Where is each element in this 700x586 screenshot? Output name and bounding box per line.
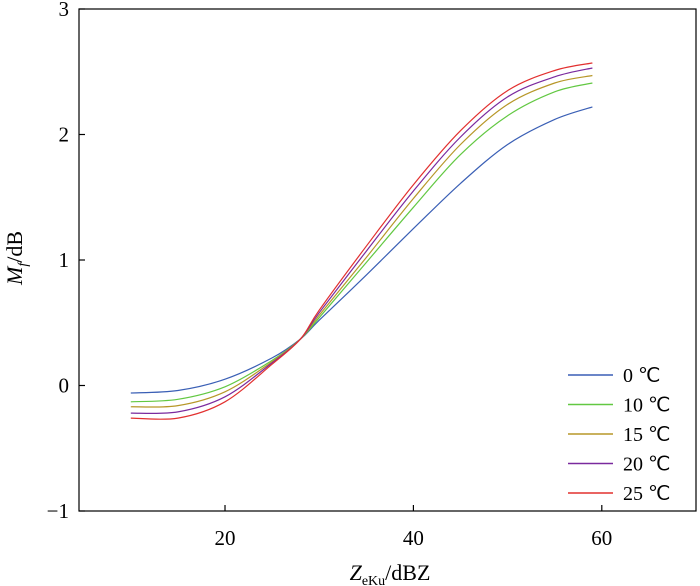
series-line-2 bbox=[130, 74, 593, 408]
legend-label: 20 ℃ bbox=[623, 454, 670, 476]
y-tick-label: 3 bbox=[59, 0, 70, 21]
x-axis-title: ZeKu/dBZ bbox=[350, 560, 431, 586]
legend: 0 ℃ 10 ℃ 15 ℃ 20 ℃ 25 ℃ bbox=[568, 365, 670, 505]
series-lines bbox=[130, 62, 593, 420]
y-axis-title: Mf/dB bbox=[2, 231, 31, 286]
y-tick-label: 1 bbox=[59, 248, 70, 272]
series-line-1 bbox=[130, 82, 593, 403]
series-line-4 bbox=[130, 62, 593, 420]
legend-label: 0 ℃ bbox=[623, 365, 660, 387]
series-line-3 bbox=[130, 67, 593, 415]
y-tick-label: 0 bbox=[59, 374, 70, 398]
legend-label: 15 ℃ bbox=[623, 424, 670, 446]
legend-label: 10 ℃ bbox=[623, 395, 670, 417]
y-tick-label: 2 bbox=[59, 123, 70, 147]
plot-frame bbox=[78, 8, 697, 512]
x-tick-label: 40 bbox=[403, 526, 424, 550]
y-tick-label: −1 bbox=[47, 499, 69, 523]
x-tick-label: 60 bbox=[591, 526, 612, 550]
series-line-0 bbox=[130, 106, 593, 394]
x-tick-label: 20 bbox=[215, 526, 236, 550]
legend-label: 25 ℃ bbox=[623, 483, 670, 505]
axis-ticks: −1 0 1 2 3 20 40 60 bbox=[47, 0, 613, 550]
